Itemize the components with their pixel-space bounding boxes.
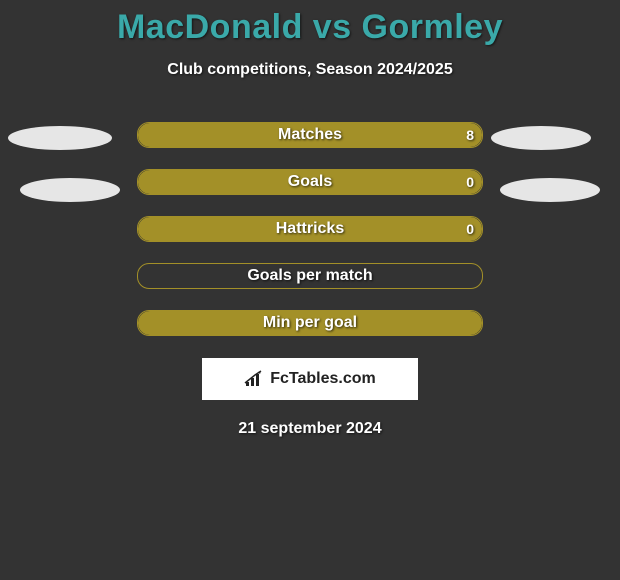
brand-box[interactable]: FcTables.com — [202, 358, 418, 400]
stat-bar: Hattricks 0 — [137, 216, 483, 242]
stat-label: Matches — [138, 126, 482, 144]
stat-bar: Min per goal — [137, 310, 483, 336]
stat-bar: Goals 0 — [137, 169, 483, 195]
stat-label: Goals per match — [138, 267, 482, 285]
page-title: MacDonald vs Gormley — [0, 0, 620, 47]
stat-row: Goals per match — [0, 264, 620, 288]
brand-text: FcTables.com — [244, 370, 376, 388]
stat-value-right: 0 — [466, 221, 474, 237]
stat-bar: Goals per match — [137, 263, 483, 289]
container: MacDonald vs Gormley Club competitions, … — [0, 0, 620, 580]
subtitle: Club competitions, Season 2024/2025 — [0, 61, 620, 79]
stat-row: Hattricks 0 — [0, 217, 620, 241]
stat-label: Goals — [138, 173, 482, 191]
stat-value-right: 8 — [466, 127, 474, 143]
chart-icon — [244, 370, 266, 388]
stat-row: Matches 8 — [0, 123, 620, 147]
stat-row: Min per goal — [0, 311, 620, 335]
date-line: 21 september 2024 — [0, 420, 620, 438]
stat-label: Min per goal — [138, 314, 482, 332]
stat-value-right: 0 — [466, 174, 474, 190]
stat-bar: Matches 8 — [137, 122, 483, 148]
stats-bars: Matches 8 Goals 0 Hattricks 0 — [0, 123, 620, 335]
brand-label: FcTables.com — [270, 370, 376, 388]
stat-row: Goals 0 — [0, 170, 620, 194]
stat-label: Hattricks — [138, 220, 482, 238]
